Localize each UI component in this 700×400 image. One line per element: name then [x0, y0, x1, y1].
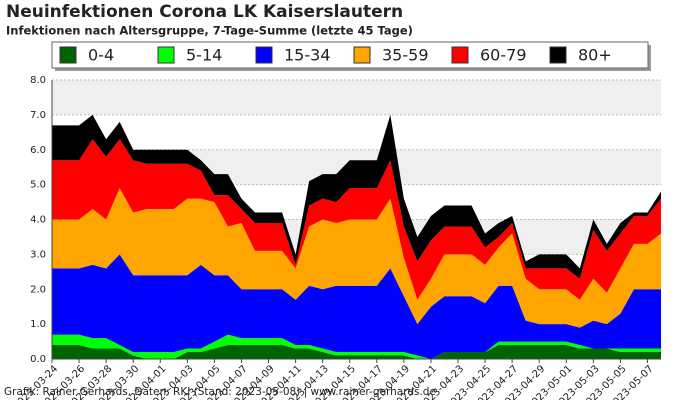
legend-swatch: [157, 46, 175, 64]
area: [52, 334, 661, 359]
chart-title: Neuinfektionen Corona LK Kaiserslautern: [6, 2, 403, 22]
plot-band: [52, 80, 661, 115]
legend-swatch: [255, 46, 273, 64]
legend-swatch: [451, 46, 469, 64]
legend: [51, 41, 649, 69]
area: [52, 139, 661, 300]
y-tick-label: 7.0: [30, 110, 46, 121]
plot: 0.01.02.03.04.05.06.07.08.02023-03-24202…: [11, 75, 661, 400]
legend-label: 0-4: [88, 46, 114, 65]
chart-subtitle: Infektionen nach Altersgruppe, 7-Tage-Su…: [6, 24, 413, 38]
footer: Grafik: Rainer Gerhards, Daten: RKI (Sta…: [4, 386, 436, 398]
legend-label: 35-59: [382, 46, 429, 65]
y-tick-label: 2.0: [30, 284, 46, 295]
legend-swatch: [549, 46, 567, 64]
area: [52, 345, 661, 359]
legend-label: 5-14: [186, 46, 222, 65]
y-tick-label: 4.0: [30, 215, 46, 226]
legend-label: 80+: [578, 46, 612, 65]
legend-swatch: [59, 46, 77, 64]
area: [52, 254, 661, 359]
legend-label: 60-79: [480, 46, 527, 65]
y-tick-label: 1.0: [30, 319, 46, 330]
y-tick-label: 8.0: [30, 75, 46, 86]
area: [52, 114, 661, 279]
y-tick-label: 6.0: [30, 145, 46, 156]
y-tick-label: 5.0: [30, 180, 46, 191]
y-tick-label: 3.0: [30, 249, 46, 260]
legend-swatch: [353, 46, 371, 64]
legend-label: 15-34: [284, 46, 331, 65]
area: [52, 188, 661, 328]
y-tick-label: 0.0: [30, 354, 46, 365]
